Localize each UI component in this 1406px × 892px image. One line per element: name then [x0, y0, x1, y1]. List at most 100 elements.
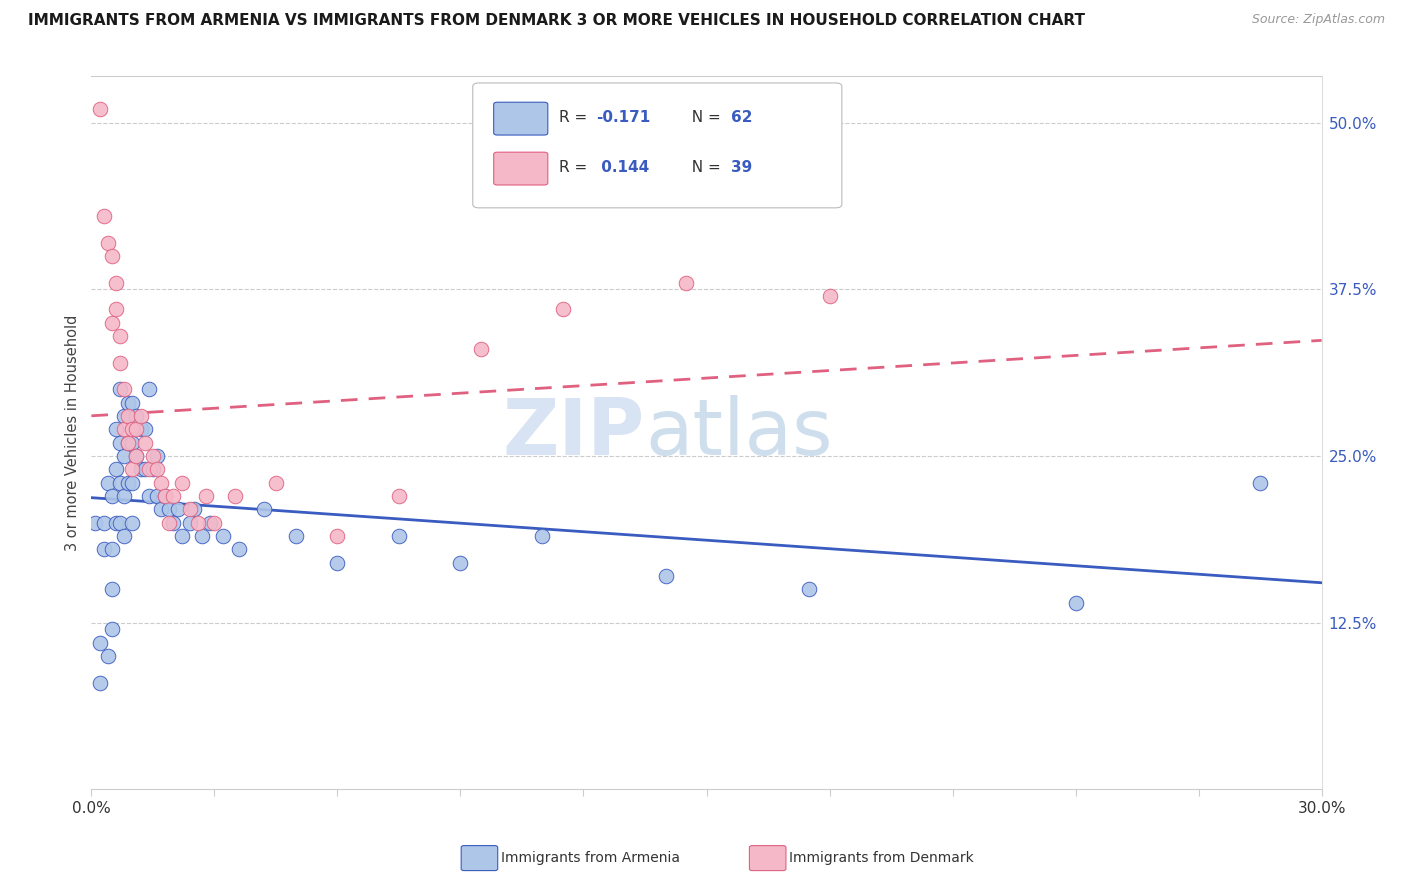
Point [108, 355, 131, 369]
Point [179, 516, 201, 530]
Point [112, 409, 135, 423]
Point [93, 516, 115, 530]
Point [108, 516, 131, 530]
Point [191, 529, 214, 543]
Point [97, 475, 120, 490]
Point [146, 462, 169, 476]
Point [84, 516, 107, 530]
Point [170, 475, 193, 490]
Point [105, 422, 127, 436]
Point [654, 569, 676, 583]
Point [121, 475, 143, 490]
Point [117, 409, 139, 423]
Text: Immigrants from Armenia: Immigrants from Armenia [501, 851, 679, 865]
Point [150, 502, 173, 516]
Point [388, 489, 411, 503]
Point [101, 623, 124, 637]
Point [1064, 596, 1087, 610]
Point [285, 529, 308, 543]
Point [157, 516, 180, 530]
Text: 0.144: 0.144 [596, 161, 650, 176]
Point [449, 556, 471, 570]
Point [112, 422, 135, 436]
Point [142, 462, 165, 476]
Point [89, 102, 111, 116]
Point [105, 302, 127, 317]
Point [108, 382, 131, 396]
FancyBboxPatch shape [494, 153, 548, 185]
Point [101, 582, 124, 597]
Point [228, 542, 250, 557]
Point [388, 529, 411, 543]
Point [112, 529, 135, 543]
Point [108, 329, 131, 343]
Point [170, 529, 193, 543]
Text: 62: 62 [731, 111, 752, 126]
Text: Source: ZipAtlas.com: Source: ZipAtlas.com [1251, 13, 1385, 27]
Point [125, 449, 148, 463]
Point [138, 489, 160, 503]
Point [551, 302, 574, 317]
Point [224, 489, 246, 503]
Point [117, 435, 139, 450]
Point [101, 316, 124, 330]
Text: N =: N = [682, 111, 725, 126]
Point [108, 475, 131, 490]
Point [326, 556, 349, 570]
Point [531, 529, 554, 543]
Point [89, 636, 111, 650]
Text: R =: R = [558, 111, 592, 126]
Point [97, 235, 120, 250]
Point [105, 516, 127, 530]
Point [125, 409, 148, 423]
Text: Immigrants from Denmark: Immigrants from Denmark [789, 851, 973, 865]
Point [117, 475, 139, 490]
Point [153, 489, 177, 503]
Point [157, 502, 180, 516]
Point [326, 529, 349, 543]
Text: -0.171: -0.171 [596, 111, 650, 126]
Text: atlas: atlas [645, 394, 832, 471]
Point [183, 502, 205, 516]
Point [112, 449, 135, 463]
Point [134, 462, 156, 476]
Point [93, 542, 115, 557]
Point [101, 249, 124, 263]
Point [117, 395, 139, 409]
Point [675, 276, 697, 290]
FancyBboxPatch shape [472, 83, 842, 208]
Point [89, 675, 111, 690]
Point [101, 542, 124, 557]
Point [818, 289, 841, 303]
Text: 39: 39 [731, 161, 752, 176]
Point [1249, 475, 1271, 490]
Point [121, 422, 143, 436]
Point [101, 489, 124, 503]
Point [134, 435, 156, 450]
Point [129, 422, 152, 436]
Text: IMMIGRANTS FROM ARMENIA VS IMMIGRANTS FROM DENMARK 3 OR MORE VEHICLES IN HOUSEHO: IMMIGRANTS FROM ARMENIA VS IMMIGRANTS FR… [28, 13, 1085, 29]
Point [797, 582, 820, 597]
Point [264, 475, 287, 490]
Point [108, 435, 131, 450]
Point [125, 449, 148, 463]
Point [121, 462, 143, 476]
Point [134, 422, 156, 436]
Text: R =: R = [558, 161, 592, 176]
Point [187, 516, 209, 530]
Point [105, 276, 127, 290]
Point [105, 462, 127, 476]
Text: N =: N = [682, 161, 725, 176]
Point [129, 409, 152, 423]
Point [142, 449, 165, 463]
Point [117, 435, 139, 450]
Point [195, 489, 218, 503]
Point [470, 343, 492, 357]
Point [97, 648, 120, 663]
Point [200, 516, 222, 530]
Point [112, 489, 135, 503]
Point [150, 475, 173, 490]
Point [153, 489, 177, 503]
Point [146, 489, 169, 503]
Point [146, 449, 169, 463]
